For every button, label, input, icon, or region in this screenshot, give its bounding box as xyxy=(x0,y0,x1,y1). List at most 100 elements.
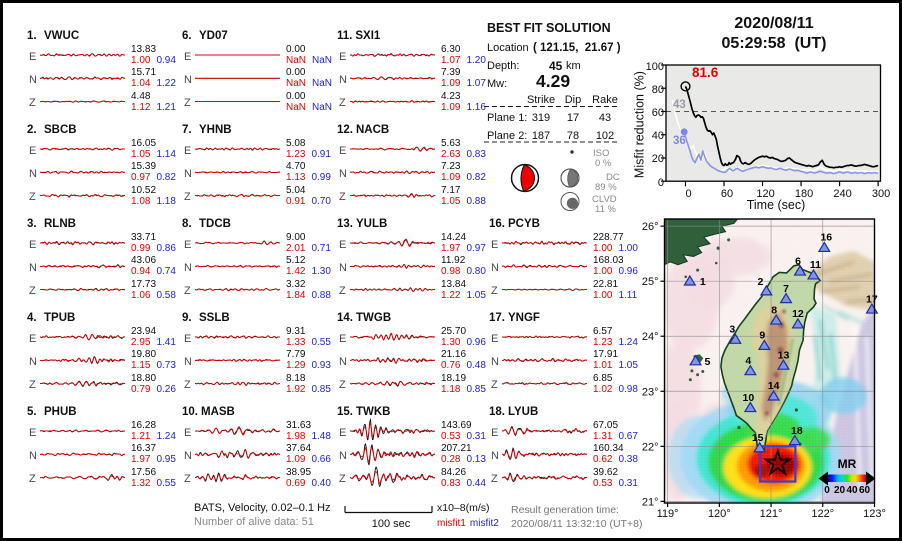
map-lat-label: 25° xyxy=(642,276,659,288)
trace-amplitude: 207.21 xyxy=(441,443,472,455)
trace-misfits: 1.00 1.00 xyxy=(593,243,638,255)
trace-misfit1: 1.32 xyxy=(131,477,151,489)
trace-misfit1: 1.30 xyxy=(441,337,461,348)
trace-misfit2: NaN xyxy=(312,78,333,90)
graphic-dot xyxy=(781,309,786,314)
synthetic-waveform xyxy=(194,449,281,459)
trace-misfit1: 1.08 xyxy=(131,195,151,207)
synthetic-waveform xyxy=(39,381,125,386)
station-triangle xyxy=(743,401,757,413)
trace-amplitude: 18.19 xyxy=(441,372,467,384)
trace-misfit1: 1.23 xyxy=(593,337,613,348)
graphic-dot xyxy=(701,369,705,373)
synthetic-waveform xyxy=(194,147,280,151)
graphic-dot xyxy=(566,197,579,209)
component-label: N xyxy=(184,449,192,462)
component-label: N xyxy=(339,449,347,462)
map-lon-label: 122° xyxy=(811,508,834,520)
synthetic-waveform xyxy=(502,427,588,436)
component-label: N xyxy=(29,167,37,180)
trace-misfits: 1.32 0.55 xyxy=(131,477,176,490)
trace-misfit1: 2.01 xyxy=(286,243,306,254)
component-label: N xyxy=(339,261,347,274)
synthetic-waveform xyxy=(195,358,281,362)
location-value: ( 121.15, 21.67 ) xyxy=(533,42,621,54)
trace-amplitude: 7.39 xyxy=(441,67,461,79)
trace-misfits: 1.09 0.66 xyxy=(286,455,331,466)
trace-misfit2: 0.88 xyxy=(466,195,486,207)
trace-misfit1: 1.22 xyxy=(441,289,461,301)
observed-waveform xyxy=(349,466,436,487)
graphic-polygon xyxy=(866,471,876,486)
component-label: Z xyxy=(184,473,191,486)
graphic-shape xyxy=(761,311,788,422)
trace-misfit2: 0.44 xyxy=(466,477,486,489)
station-header: 10. MASB xyxy=(182,406,235,418)
trace-misfits: 1.84 0.88 xyxy=(286,289,331,302)
station-header: 4. TPUB xyxy=(27,312,75,324)
trace-misfits: 1.05 0.88 xyxy=(441,195,486,208)
station-name: PHUB xyxy=(44,406,77,418)
trace-amplitude: 43.06 xyxy=(131,255,157,267)
table-header-dip: Dip xyxy=(564,94,582,106)
trace-amplitude: 31.63 xyxy=(286,420,312,431)
trace-misfits: 0.83 0.44 xyxy=(441,477,486,490)
clvd-label: CLVD xyxy=(592,194,617,205)
station-map-number: 3 xyxy=(729,324,735,336)
trace-amplitude: 19.80 xyxy=(131,349,157,361)
trace-misfits: 1.15 0.73 xyxy=(131,361,176,372)
trace-misfit2: 0.88 xyxy=(311,289,331,301)
trace-misfit1: 1.12 xyxy=(131,101,151,113)
component-label: Z xyxy=(184,285,191,298)
station-map-number: 11 xyxy=(810,259,821,271)
station-triangle xyxy=(728,333,742,344)
station-header: 11. SXI1 xyxy=(337,30,380,42)
misfit-ytick-label: 40 xyxy=(651,130,664,143)
graphic-dot xyxy=(777,346,784,354)
station-header: 1. VWUC xyxy=(27,30,79,42)
trace-amplitude: 9.00 xyxy=(286,232,306,243)
trace-amplitude: 15.71 xyxy=(131,67,157,79)
trace-misfits: 1.23 0.91 xyxy=(286,149,331,161)
station-name: SSLB xyxy=(199,312,230,324)
component-label: Z xyxy=(29,191,36,204)
trace-misfit2: 1.16 xyxy=(466,101,486,113)
trace-misfits: 0.62 0.38 xyxy=(593,455,638,466)
synthetic-waveform xyxy=(501,358,588,362)
trace-misfit2: 0.67 xyxy=(618,431,638,442)
station-map-number: 2 xyxy=(757,276,763,288)
map-frame xyxy=(663,218,876,504)
component-label: E xyxy=(29,238,37,251)
trace-misfits: 1.08 1.18 xyxy=(131,195,176,208)
trace-misfit1: 1.04 xyxy=(131,78,151,90)
trace-amplitude: 5.12 xyxy=(286,255,306,267)
trace-amplitude: 5.04 xyxy=(286,184,306,196)
map-lat-label: 26° xyxy=(642,221,659,233)
graphic-dot xyxy=(696,373,700,377)
blue-start-marker xyxy=(680,128,688,136)
trace-misfit2: 0.70 xyxy=(311,195,331,207)
synthetic-waveform xyxy=(195,473,281,482)
colorbar-tick-label: 0 xyxy=(824,485,830,496)
trace-misfits: 0.91 0.70 xyxy=(286,195,331,208)
misfit-xtick-label: 120 xyxy=(756,187,775,200)
alive-data-info: Number of alive data: 51 xyxy=(194,516,314,528)
trace-misfit1: 0.99 xyxy=(131,243,151,254)
trace-misfit1: 1.09 xyxy=(441,172,461,184)
trace-misfits: 0.99 0.86 xyxy=(131,243,176,255)
solution-title: BEST FIT SOLUTION xyxy=(487,21,611,35)
trace-misfit2: 1.14 xyxy=(156,149,176,160)
mr-colorbar: MR 0 20 40 60 xyxy=(818,457,876,496)
trace-misfits: 1.00 1.11 xyxy=(593,290,637,302)
component-label: N xyxy=(184,355,192,368)
trace-misfit2: 0.71 xyxy=(311,243,331,254)
trace-misfit1: 1.97 xyxy=(131,454,151,466)
trace-amplitude: 11.92 xyxy=(441,255,466,267)
synthetic-waveform xyxy=(501,264,588,269)
graphic-dot xyxy=(560,168,580,188)
component-label: Z xyxy=(184,97,191,110)
map-lat-label: 22° xyxy=(642,441,659,453)
trace-amplitude: 25.70 xyxy=(441,326,467,337)
station-name: TDCB xyxy=(199,218,231,230)
